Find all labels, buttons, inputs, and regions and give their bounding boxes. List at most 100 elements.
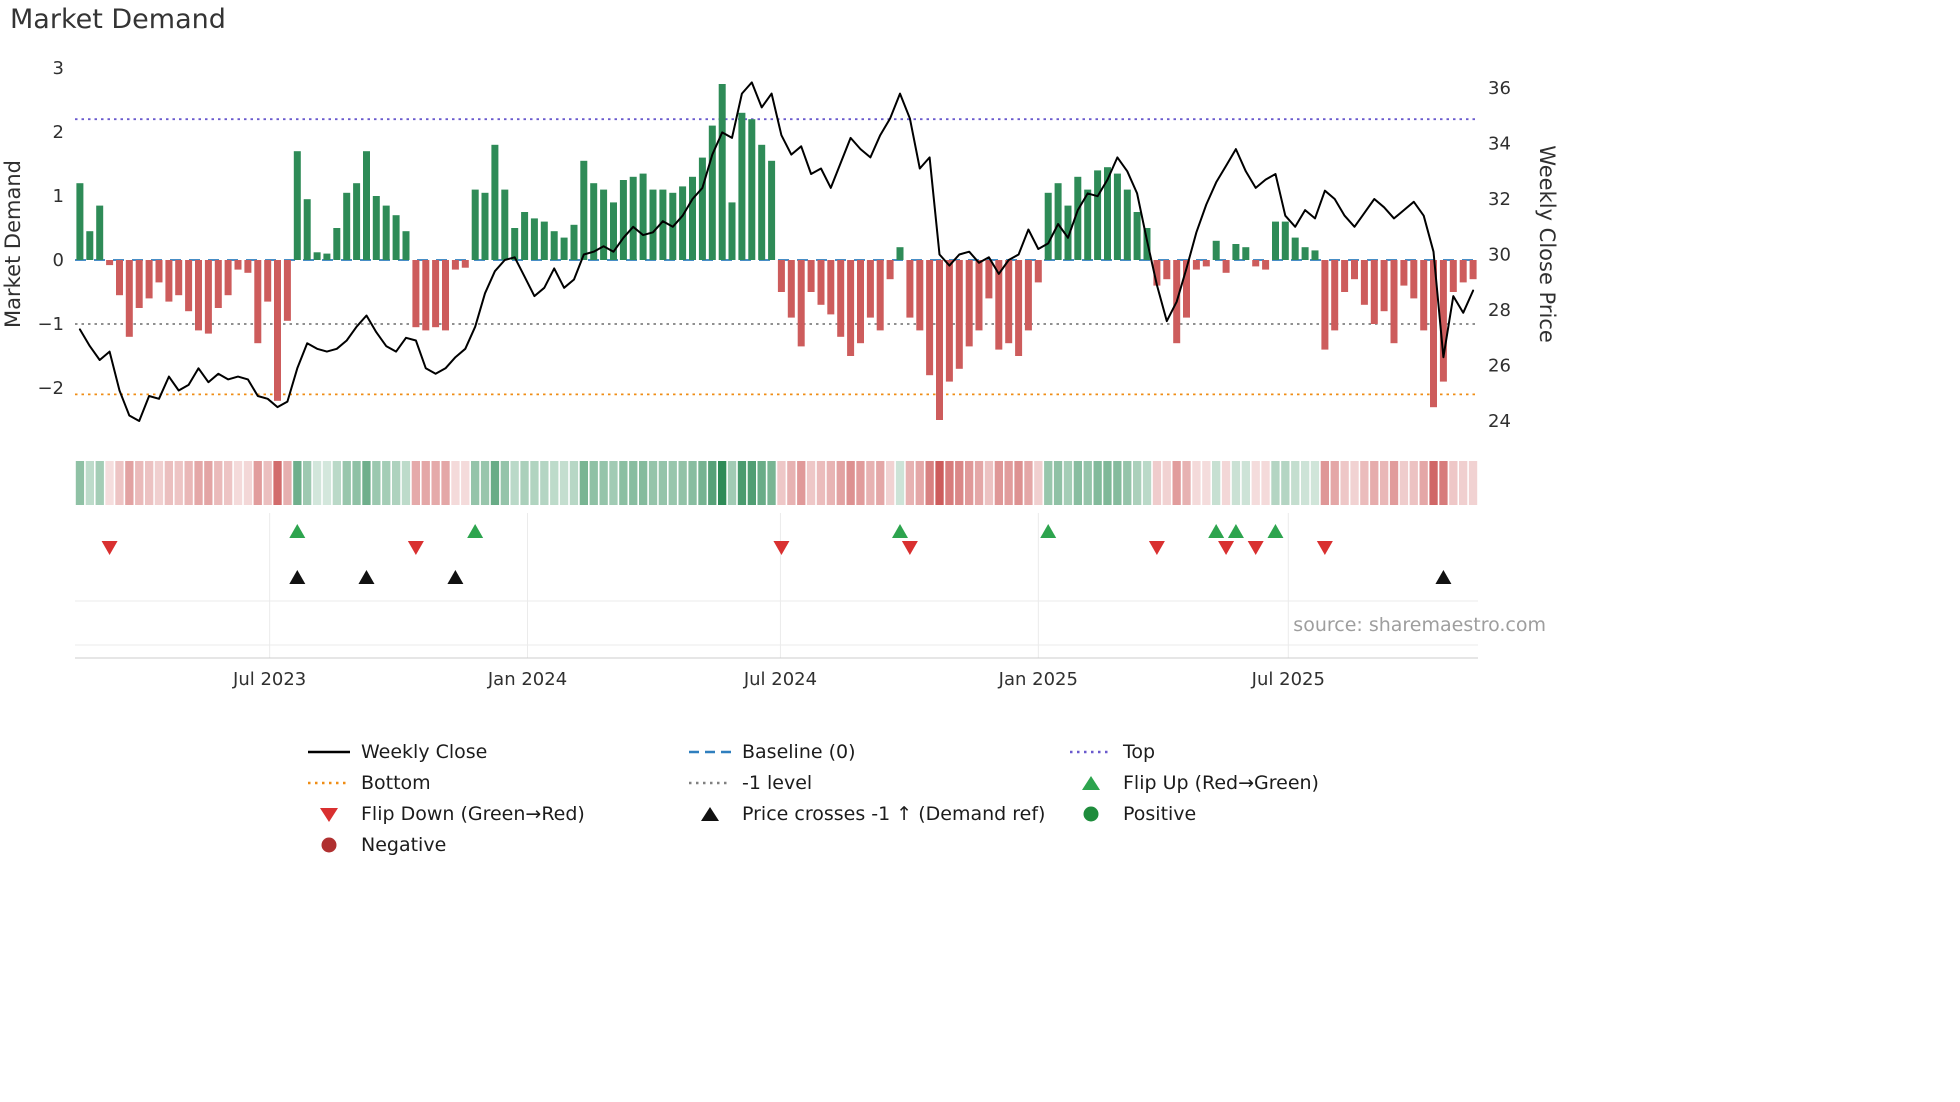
demand-bar [906, 260, 914, 318]
demand-bar [402, 231, 410, 260]
legend-item-1-level: -1 level [687, 767, 1068, 798]
demand-bar [274, 260, 281, 401]
triangle-down-swatch-icon [320, 807, 338, 822]
demand-bar [353, 183, 361, 260]
legend-label: Weekly Close [361, 740, 488, 763]
flip-up-triangle-icon [1267, 524, 1284, 538]
heatmap-cell [312, 461, 322, 505]
demand-bar [372, 196, 380, 260]
heatmap-cell [174, 461, 183, 505]
demand-bar [303, 199, 311, 260]
heatmap-cell [1449, 461, 1458, 505]
heatmap-cell [1241, 461, 1250, 505]
demand-bar [718, 84, 726, 260]
demand-bar [511, 228, 519, 260]
heatmap-cell [184, 461, 193, 505]
heatmap-cell [490, 461, 500, 505]
heatmap-cell [1083, 461, 1092, 505]
heatmap-cell [224, 461, 233, 505]
demand-bar [955, 260, 963, 369]
heatmap-cell [1142, 461, 1152, 505]
legend-label: Flip Down (Green→Red) [361, 802, 585, 825]
flip-down-markers [101, 541, 1333, 555]
heatmap-cell [540, 461, 549, 505]
heatmap-cell [787, 461, 796, 505]
heatmap-cell [263, 461, 272, 505]
heatmap-cell [994, 461, 1003, 505]
heatmap-cell [559, 461, 569, 505]
demand-bar [837, 260, 845, 337]
heatmap-cell [95, 461, 104, 505]
demand-bar [866, 260, 874, 318]
demand-bar [787, 260, 795, 318]
demand-bar [985, 260, 993, 299]
demand-bar [1400, 260, 1408, 286]
y-left-tick-label: 3 [53, 58, 64, 79]
flip-down-triangle-icon [901, 541, 918, 555]
demand-bar [1321, 260, 1329, 350]
demand-bar [442, 260, 449, 331]
demand-bar [827, 260, 835, 315]
triangle-up-swatch-icon [701, 806, 719, 821]
heatmap-cell [895, 461, 905, 505]
x-tick-label: Jul 2024 [743, 669, 817, 690]
heatmap-cell [154, 461, 164, 505]
demand-bar [214, 260, 222, 308]
demand-bar [1281, 221, 1289, 260]
demand-bar [1449, 260, 1457, 292]
heatmap-cell [579, 461, 588, 505]
demand-bar [204, 260, 212, 334]
legend-label: Top [1123, 740, 1156, 763]
demand-bar [432, 260, 440, 328]
demand-bar [1360, 260, 1368, 305]
heatmap-cell [816, 461, 826, 505]
demand-bar [995, 260, 1003, 350]
demand-bar [501, 189, 509, 260]
heatmap-cell [1439, 461, 1448, 505]
dotted-swatch-icon [308, 781, 350, 784]
legend-item-top: Top [1068, 736, 1498, 767]
heatmap-cell [974, 461, 984, 505]
flip-up-triangle-icon [1208, 524, 1225, 538]
heatmap-cell [1271, 461, 1280, 505]
demand-bar [1232, 244, 1240, 260]
heatmap-cell [85, 461, 94, 505]
demand-bar [481, 192, 489, 260]
heatmap-cell [609, 461, 618, 505]
heatmap-cell [1360, 461, 1369, 505]
heatmap-cell [1459, 461, 1468, 505]
heatmap-cell [648, 461, 658, 505]
heatmap-cell [451, 461, 460, 505]
demand-bar [106, 260, 114, 266]
y-right-tick-label: 24 [1488, 411, 1511, 432]
y-left-tick-label: 0 [53, 250, 64, 271]
flip-up-triangle-icon [892, 524, 909, 538]
demand-bar [1153, 260, 1161, 286]
heatmap-cell [1281, 461, 1290, 505]
flip-up-triangle-icon [289, 524, 306, 538]
heatmap-cell [984, 461, 994, 505]
demand-bar [738, 112, 746, 260]
demand-bar [600, 189, 608, 260]
heatmap-cell [619, 461, 628, 505]
demand-bar [1469, 260, 1477, 280]
demand-bar [768, 160, 776, 260]
demand-bar [817, 260, 825, 305]
demand-bar [560, 237, 568, 260]
legend-item-flip-down-green-red: Flip Down (Green→Red) [306, 798, 687, 829]
heatmap-cell [1370, 461, 1379, 505]
price-cross-markers [289, 570, 1452, 584]
heatmap-cell [589, 461, 598, 505]
dashed-swatch-icon [689, 750, 731, 753]
demand-bar [777, 260, 785, 292]
demand-bar [283, 260, 291, 321]
heatmap-cell [718, 461, 727, 505]
heatmap-cell [1044, 461, 1053, 505]
heatmap-cell [471, 461, 480, 505]
heatmap-cell [500, 461, 509, 505]
demand-bar [916, 260, 924, 331]
heatmap-cell [836, 461, 845, 505]
heatmap-cell [342, 461, 351, 505]
demand-bar [748, 119, 756, 260]
